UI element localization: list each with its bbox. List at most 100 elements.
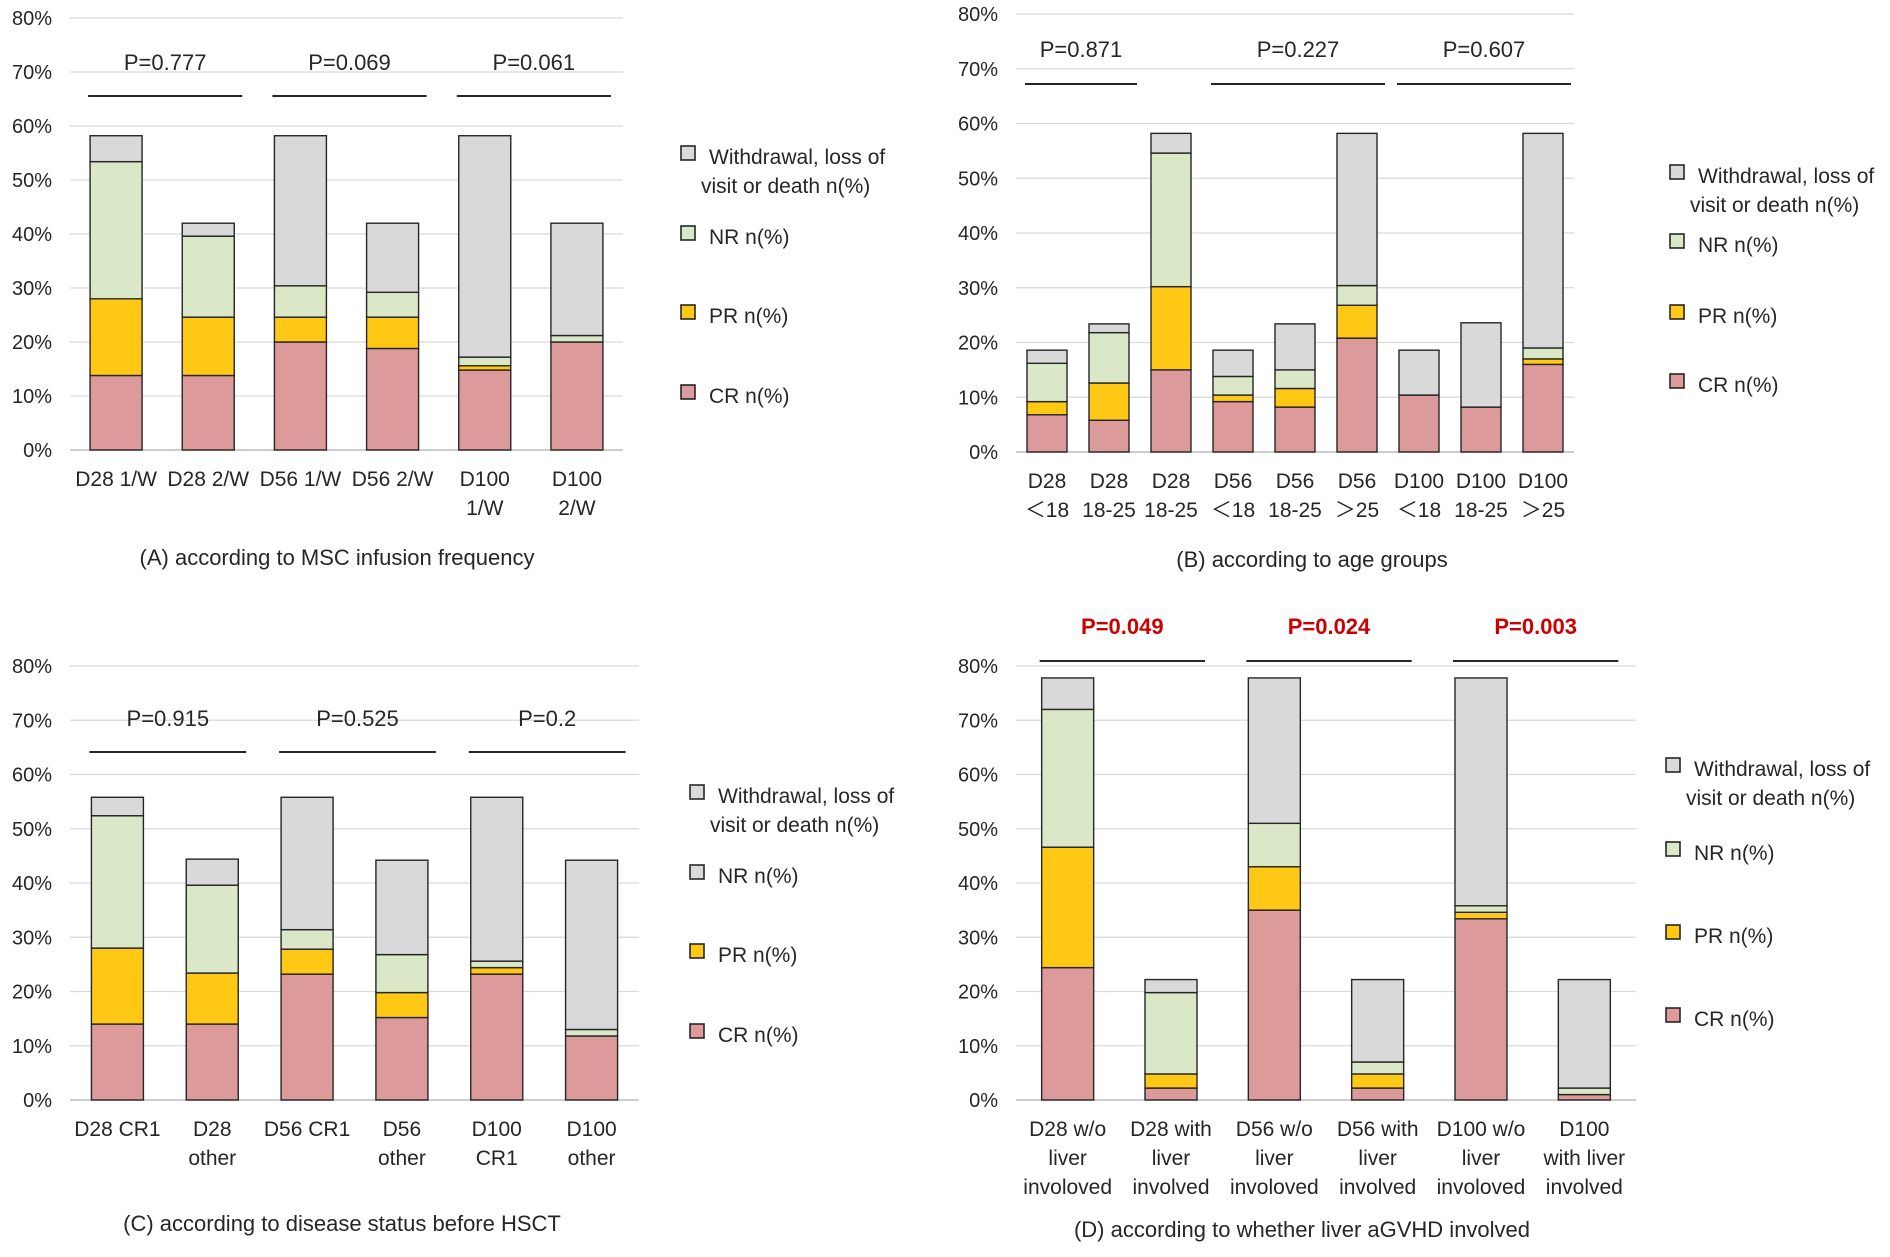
x-tick-label: ＜18 (1211, 499, 1255, 522)
legend-swatch-cr (680, 384, 696, 400)
bar-stack (1557, 978, 1612, 1101)
bar-stack (1247, 677, 1302, 1101)
bar-segment-nr (181, 235, 235, 318)
bar-segment-withdrawal (365, 222, 420, 294)
bar-segment-nr (1088, 331, 1130, 384)
bar-segment-pr (470, 966, 524, 975)
bar-segment-cr (1026, 414, 1068, 453)
x-tick-label: D100 (1518, 470, 1568, 493)
x-tick-label: ＞25 (1521, 499, 1565, 522)
bar-stack (273, 135, 328, 451)
bar-segment-cr (1212, 400, 1254, 453)
bar-segment-pr (1522, 358, 1564, 366)
x-tick-label: ＞25 (1335, 499, 1379, 522)
bar-stack (1336, 132, 1378, 453)
bar-segment-withdrawal (1557, 978, 1612, 1089)
y-tick-label: 30% (958, 278, 998, 300)
p-value-label: P=0.003 (1494, 614, 1577, 639)
y-tick-label: 70% (12, 62, 52, 84)
bar-segment-withdrawal (550, 222, 604, 337)
bar-segment-pr (1040, 846, 1095, 969)
bar-stack (1212, 349, 1254, 453)
bar-segment-withdrawal (564, 859, 619, 1031)
p-value-label: P=0.049 (1081, 614, 1164, 639)
y-tick-label: 10% (958, 1036, 998, 1058)
bar-segment-nr (1144, 991, 1198, 1075)
bar-stack (1274, 323, 1316, 453)
y-tick-label: 20% (958, 333, 998, 355)
p-value-label: P=0.061 (493, 50, 576, 75)
bar-stack (564, 859, 619, 1101)
x-tick-label: involved (1132, 1176, 1209, 1199)
panel-d: 0% 10% 20% 30% 40% 50% 60% 70% 80% D28 w/o liver in… (958, 614, 1870, 1242)
bar-segment-nr (1274, 369, 1316, 390)
bar-segment-withdrawal (89, 135, 143, 163)
x-tick-label: D100 (1394, 470, 1444, 493)
legend-label: NR n(%) (1698, 234, 1779, 257)
bar-segment-nr (1247, 822, 1302, 868)
y-tick-label: 80% (12, 8, 52, 30)
bar-stack (1040, 677, 1095, 1101)
y-tick-label: 50% (958, 168, 998, 190)
bar-segment-cr (1522, 363, 1564, 453)
bar-segment-cr (1460, 406, 1502, 453)
x-tick-label: other (568, 1147, 616, 1170)
legend-label: PR n(%) (1694, 925, 1773, 948)
x-tick-label: involved (1546, 1176, 1623, 1199)
legend-label: visit or death n(%) (1686, 787, 1855, 810)
bar-segment-cr (564, 1035, 619, 1101)
bar-segment-nr (1522, 347, 1564, 360)
p-value-label: P=0.069 (308, 50, 391, 75)
bar-segment-withdrawal (1040, 677, 1095, 711)
x-tick-label: liver (1255, 1147, 1294, 1170)
bar-segment-cr (365, 347, 420, 451)
bar-segment-withdrawal (1454, 677, 1508, 907)
bar-segment-cr (185, 1023, 239, 1101)
x-tick-label: D100 (472, 1118, 522, 1141)
x-tick-label: ＜18 (1025, 499, 1069, 522)
x-tick-label: ＜18 (1397, 499, 1441, 522)
x-tick-label: D100 (460, 468, 510, 491)
x-tick-label: other (188, 1147, 236, 1170)
x-tick-label: CR1 (476, 1147, 518, 1170)
bar-segment-withdrawal (1460, 322, 1502, 408)
bar-segment-nr (1557, 1087, 1612, 1096)
bar-segment-cr (1274, 406, 1316, 453)
bar-segment-cr (1398, 394, 1440, 453)
y-tick-label: 70% (12, 710, 52, 732)
bar-segment-nr (90, 815, 145, 949)
bar-segment-withdrawal (1350, 978, 1405, 1063)
bar-stack (89, 135, 143, 451)
bar-stack (1150, 132, 1192, 453)
bar-segment-pr (181, 316, 235, 377)
legend-swatch-pr (1669, 304, 1685, 320)
bar-segment-withdrawal (185, 858, 239, 886)
bar-segment-withdrawal (1247, 677, 1302, 825)
bar-segment-withdrawal (1212, 349, 1254, 378)
x-tick-label: D28 w/o (1029, 1118, 1106, 1141)
legend-label: PR n(%) (1698, 305, 1777, 328)
bar-segment-cr (181, 374, 235, 451)
bar-segment-withdrawal (1398, 349, 1440, 396)
bar-stack (181, 222, 235, 451)
bar-segment-cr (89, 374, 143, 451)
bar-segment-pr (1088, 382, 1130, 421)
bar-segment-nr (1026, 362, 1068, 403)
x-tick-label: with liver (1542, 1147, 1625, 1170)
bar-segment-nr (185, 884, 239, 974)
y-tick-label: 20% (12, 982, 52, 1004)
bar-segment-cr (280, 973, 334, 1101)
x-tick-label: D100 (552, 468, 602, 491)
bar-segment-pr (1454, 911, 1508, 920)
bar-segment-nr (550, 334, 604, 343)
bar-segment-pr (1247, 866, 1302, 911)
x-tick-label: D28 (193, 1118, 232, 1141)
y-tick-label: 60% (12, 765, 52, 787)
bar-segment-withdrawal (1274, 323, 1316, 371)
legend-swatch-nr (1665, 841, 1681, 857)
bar-segment-withdrawal (90, 796, 145, 817)
legend-label: CR n(%) (718, 1024, 799, 1047)
panel-title: (C) according to disease status before H… (123, 1211, 561, 1236)
bar-segment-nr (564, 1028, 619, 1037)
bar-segment-cr (470, 973, 524, 1101)
